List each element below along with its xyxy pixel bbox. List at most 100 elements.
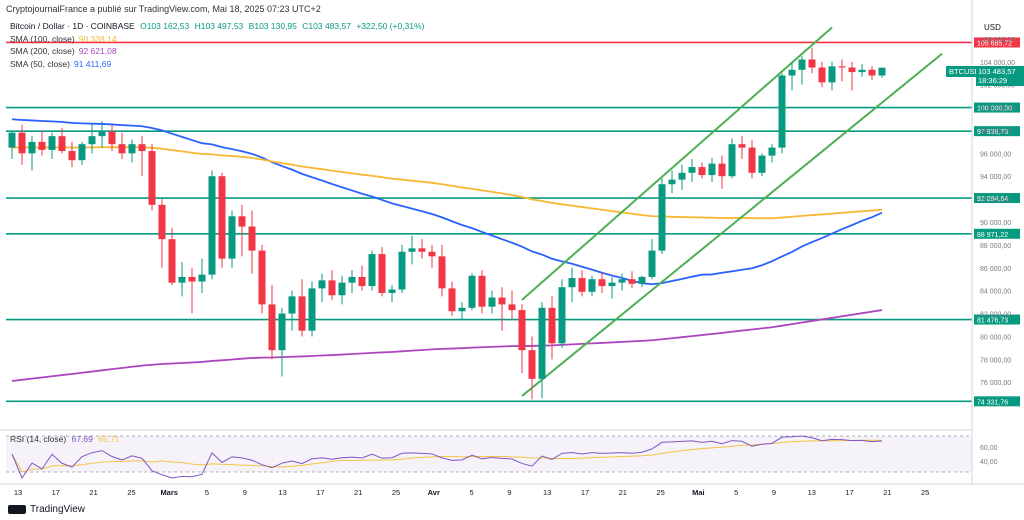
candle-body bbox=[98, 131, 106, 137]
candle-body bbox=[238, 216, 246, 227]
legend-sma200[interactable]: SMA (200, close) 92 621,08 bbox=[10, 46, 117, 56]
level-price-badge bbox=[974, 228, 1020, 239]
candle-body bbox=[788, 69, 796, 76]
candle-body bbox=[848, 67, 856, 73]
rsi-legend[interactable]: RSI (14, close) 67,69 65,71 bbox=[10, 434, 120, 444]
candle-body bbox=[138, 144, 146, 152]
candle-body bbox=[708, 163, 716, 176]
x-tick-label: 25 bbox=[656, 488, 664, 497]
x-tick-label: 25 bbox=[127, 488, 135, 497]
x-tick-label: 13 bbox=[14, 488, 22, 497]
x-tick-label: Mars bbox=[160, 488, 178, 497]
candle-body bbox=[288, 296, 296, 314]
candle-body bbox=[678, 172, 686, 180]
level-price-label: 74 331,76 bbox=[977, 399, 1008, 406]
ohlc-close: C103 483,57 bbox=[302, 21, 351, 31]
candle-body bbox=[468, 275, 476, 308]
candle-body bbox=[668, 179, 676, 185]
candle-body bbox=[128, 144, 136, 154]
candle-body bbox=[588, 279, 596, 292]
rsi-value: 67,69 bbox=[71, 434, 93, 444]
candle-body bbox=[558, 287, 566, 344]
x-tick-label: 5 bbox=[470, 488, 474, 497]
y-tick-label: 102 000,00 bbox=[980, 83, 1015, 90]
candle-body bbox=[178, 276, 186, 283]
candle-body bbox=[738, 144, 746, 148]
symbol-title[interactable]: Bitcoin / Dollar · 1D · COINBASE bbox=[10, 21, 135, 31]
tradingview-footer[interactable]: TradingView bbox=[8, 504, 85, 515]
x-tick-label: 13 bbox=[278, 488, 286, 497]
y-tick-label: 100 000,00 bbox=[980, 106, 1015, 113]
chart-legend: Bitcoin / Dollar · 1D · COINBASE O103 16… bbox=[10, 20, 427, 70]
candle-body bbox=[328, 280, 336, 296]
ohlc-low: B103 130,95 bbox=[248, 21, 297, 31]
candle-body bbox=[578, 278, 586, 292]
candle-body bbox=[618, 279, 626, 283]
x-tick-label: 21 bbox=[354, 488, 362, 497]
channel-upper-line bbox=[521, 26, 833, 301]
candle-body bbox=[198, 274, 206, 282]
candle-body bbox=[488, 297, 496, 307]
candle-body bbox=[168, 239, 176, 283]
candle-body bbox=[408, 248, 416, 252]
candle-body bbox=[388, 289, 396, 293]
candle-body bbox=[368, 254, 376, 287]
candle-body bbox=[28, 141, 36, 154]
tradingview-logo-icon bbox=[8, 504, 26, 514]
candle-body bbox=[188, 276, 196, 282]
candle-body bbox=[608, 282, 616, 287]
ohlc-open: O103 162,53 bbox=[140, 21, 190, 31]
x-tick-label: 13 bbox=[543, 488, 551, 497]
candle-body bbox=[458, 307, 466, 312]
level-price-label: 105 685,72 bbox=[977, 40, 1012, 47]
candle-body bbox=[538, 307, 546, 379]
level-price-badge bbox=[974, 193, 1020, 204]
y-tick-label: 104 000,00 bbox=[980, 60, 1015, 67]
candle-body bbox=[358, 276, 366, 287]
candle-body bbox=[748, 147, 756, 173]
candle-body bbox=[268, 304, 276, 351]
candle-body bbox=[278, 313, 286, 351]
rsi-y-tick-label: 40,00 bbox=[980, 459, 998, 466]
y-tick-label: 80 000,00 bbox=[980, 334, 1011, 341]
x-tick-label: 9 bbox=[507, 488, 511, 497]
candle-body bbox=[228, 216, 236, 259]
price-axis-unit: USD bbox=[984, 23, 1001, 32]
candle-body bbox=[308, 288, 316, 331]
rsi-ma-value: 65,71 bbox=[98, 434, 120, 444]
rsi-y-tick-label: 60,00 bbox=[980, 445, 998, 452]
candle-body bbox=[758, 155, 766, 173]
candle-body bbox=[208, 176, 216, 275]
sma200-line bbox=[11, 309, 883, 382]
candle-body bbox=[78, 144, 86, 161]
x-tick-label: 9 bbox=[772, 488, 776, 497]
candle-body bbox=[868, 69, 876, 76]
channel-lower-line bbox=[521, 52, 943, 397]
candle-body bbox=[38, 141, 46, 150]
candle-body bbox=[498, 297, 506, 305]
candle-body bbox=[598, 279, 606, 287]
sma50-line bbox=[11, 118, 883, 286]
legend-sma100[interactable]: SMA (100, close) 90 338,14 bbox=[10, 33, 117, 44]
y-tick-label: 106 000,00 bbox=[980, 37, 1015, 44]
candle-body bbox=[508, 304, 516, 311]
candle-body bbox=[348, 276, 356, 283]
candle-body bbox=[88, 136, 96, 145]
level-price-badge bbox=[974, 126, 1020, 137]
y-tick-label: 94 000,00 bbox=[980, 174, 1011, 181]
legend-sma50[interactable]: SMA (50, close) 91 411,69 bbox=[10, 58, 112, 69]
candle-body bbox=[438, 256, 446, 289]
candle-body bbox=[768, 147, 776, 156]
candle-body bbox=[68, 151, 76, 161]
rsi-ma-line bbox=[11, 439, 883, 473]
candle-body bbox=[298, 296, 306, 331]
y-tick-label: 98 000,00 bbox=[980, 128, 1011, 135]
candle-body bbox=[8, 132, 16, 148]
candle-body bbox=[448, 288, 456, 312]
publisher-credit: CryptojournalFrance a publié sur Trading… bbox=[6, 4, 321, 14]
candle-body bbox=[378, 254, 386, 293]
candle-body bbox=[338, 282, 346, 296]
candle-body bbox=[548, 307, 556, 344]
candle-body bbox=[528, 350, 536, 379]
